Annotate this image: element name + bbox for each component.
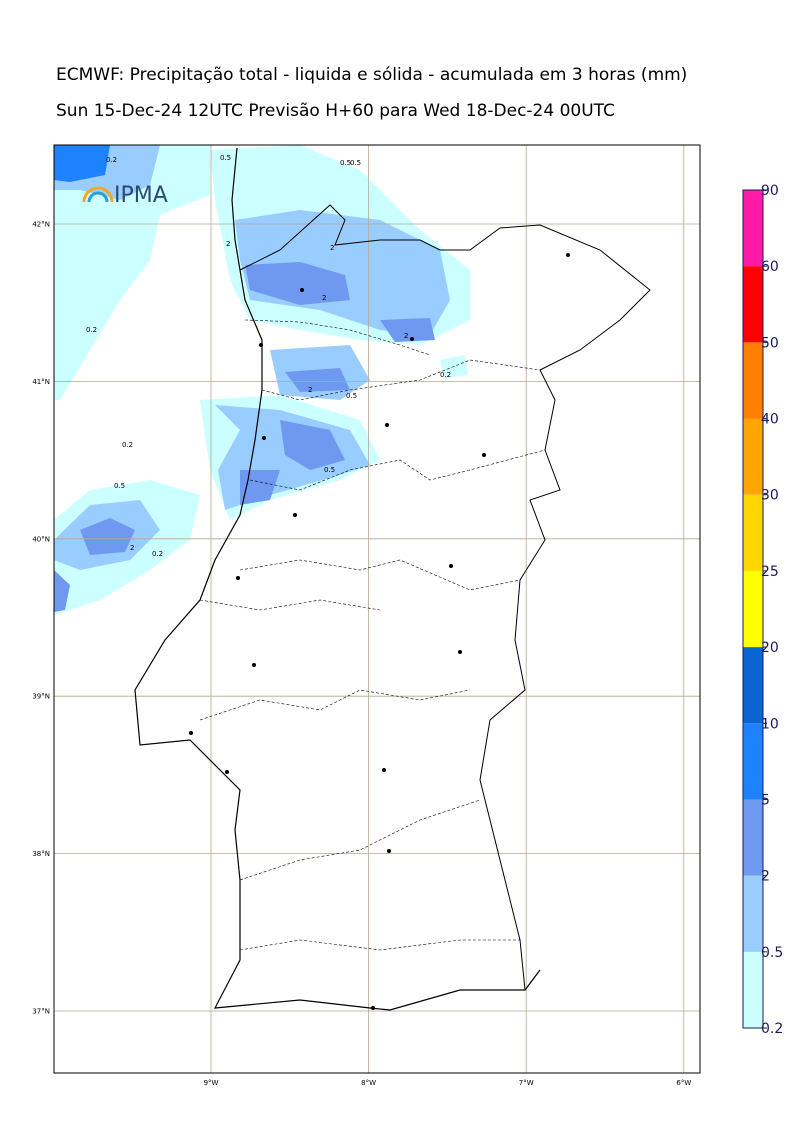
lat-label: 39°N	[32, 693, 50, 701]
colorbar-bin	[743, 266, 763, 343]
lat-label: 40°N	[32, 535, 50, 543]
colorbar-label: 5	[761, 792, 770, 808]
colorbar-bin	[743, 342, 763, 419]
border	[239, 204, 651, 991]
precip-fields	[54, 145, 470, 615]
lat-label: 42°N	[32, 221, 50, 229]
contour-label: 2	[308, 386, 312, 394]
lon-label: 9°W	[204, 1079, 219, 1087]
colorbar-label: 50	[761, 335, 779, 351]
colorbar-label: 0.2	[761, 1021, 783, 1037]
colorbar-frame	[742, 189, 764, 1029]
contour-label: 0.2	[122, 441, 133, 449]
colorbar-bin	[743, 494, 763, 571]
colorbar-label: 20	[761, 640, 779, 656]
lat-label: 37°N	[32, 1008, 50, 1016]
colorbar-bin	[743, 951, 763, 1028]
colorbar-bin	[743, 418, 763, 495]
colorbar-label: 40	[761, 412, 779, 428]
lon-label: 6°W	[676, 1079, 691, 1087]
lon-label: 8°W	[361, 1079, 376, 1087]
colorbar-label: 10	[761, 716, 779, 732]
contour-label: 0.5	[324, 466, 335, 474]
contour-label: 0.2	[440, 371, 451, 379]
lon-label: 7°W	[519, 1079, 534, 1087]
title: ECMWF: Precipitação total - liquida e só…	[56, 65, 687, 85]
colorbar-label: 2	[761, 869, 770, 885]
contour-label: 0.5	[350, 159, 361, 167]
logo-text: IPMA	[114, 183, 168, 208]
contour-labels: 0.5 0.2 2 2 2 0.2 2 0.5 0.5 0.2 2 0.5 0.…	[86, 154, 451, 558]
contour-label: 0.5	[114, 482, 125, 490]
map-frame	[53, 144, 701, 1074]
coastline	[134, 147, 541, 1011]
contour-label: 0.5	[346, 392, 357, 400]
colorbar-bin	[743, 647, 763, 724]
colorbar-bin	[743, 190, 763, 267]
contour-label: 2	[226, 240, 230, 248]
logo: IPMA	[82, 183, 168, 208]
districts	[199, 319, 546, 951]
lat-label: 38°N	[32, 850, 50, 858]
cities	[189, 253, 570, 1010]
colorbar-label: 30	[761, 488, 779, 504]
colorbar-label: 60	[761, 259, 779, 275]
contour-label: 0.2	[86, 326, 97, 334]
colorbar-bin	[743, 875, 763, 952]
contour-label: 2	[322, 294, 326, 302]
subtitle: Sun 15-Dec-24 12UTC Previsão H+60 para W…	[56, 101, 615, 121]
colorbar-label: 0.5	[761, 945, 783, 961]
colorbar-bin	[743, 723, 763, 800]
contour-label: 0.2	[152, 550, 163, 558]
colorbar-bin	[743, 570, 763, 648]
colorbar-label: 25	[761, 564, 779, 580]
map: 42°N 41°N 40°N 39°N 38°N 37°N 9°W 8°W 7°W 6°W 0.5…	[32, 144, 701, 1087]
contour-label: 0.2	[106, 156, 117, 164]
lat-label: 41°N	[32, 378, 50, 386]
colorbar-label: 90	[761, 183, 779, 199]
contour-label: 2	[330, 244, 334, 252]
graticule: 42°N 41°N 40°N 39°N 38°N 37°N 9°W 8°W 7°W 6°W	[32, 145, 700, 1087]
colorbar-bin	[743, 799, 763, 876]
contour-label: 2	[404, 332, 408, 340]
contour-label: 0.5	[340, 159, 351, 167]
contour-label: 2	[130, 544, 134, 552]
contour-label: 0.5	[220, 154, 231, 162]
